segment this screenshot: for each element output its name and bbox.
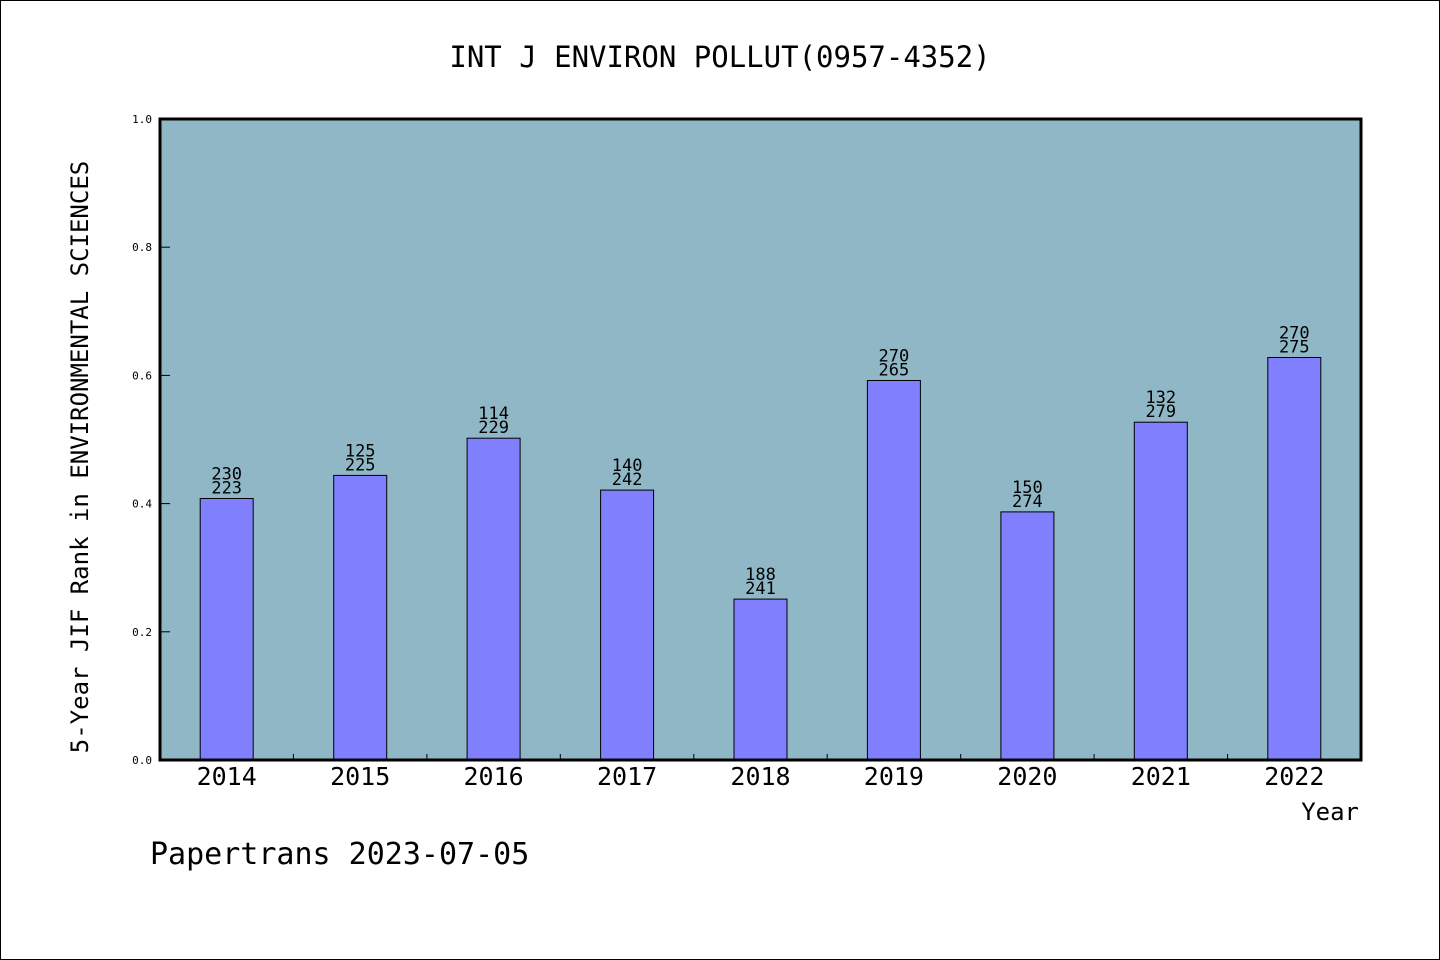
bar-label-top-2017: 140	[612, 456, 643, 476]
bar-2016	[466, 437, 521, 761]
bars-layer	[199, 357, 1322, 761]
bar-label-top-2022: 270	[1279, 324, 1310, 344]
bar-2017	[600, 489, 655, 761]
bar-label-bottom-2017: 242	[612, 470, 643, 490]
x-tick-label-2014: 2014	[197, 762, 257, 791]
x-tick-label-2015: 2015	[330, 762, 390, 791]
bar-2021	[1133, 421, 1188, 761]
bar-label-top-2014: 230	[211, 465, 242, 485]
y-axis-label: 5-Year JIF Rank in ENVIRONMENTAL SCIENCE…	[66, 161, 94, 753]
x-tick-label-2022: 2022	[1264, 762, 1324, 791]
y-tick-label: 0.4	[132, 498, 152, 511]
x-tick-label-2017: 2017	[597, 762, 657, 791]
plot-border	[158, 117, 1363, 762]
watermark-text: Papertrans 2023-07-05	[150, 837, 529, 872]
y-tick-label: 0.2	[132, 626, 152, 639]
bar-2018	[733, 598, 788, 761]
bar-label-bottom-2018: 241	[745, 579, 776, 599]
chart-title: INT J ENVIRON POLLUT(0957-4352)	[449, 40, 990, 74]
y-tick-label: 0.8	[132, 241, 152, 254]
bar-2019	[866, 380, 921, 761]
bar-label-bottom-2019: 265	[879, 361, 910, 381]
x-tick-label-2018: 2018	[730, 762, 790, 791]
bar-label-top-2016: 114	[478, 404, 509, 424]
bar-2020	[1000, 511, 1055, 761]
x-axis-label: Year	[1301, 798, 1359, 826]
bar-label-bottom-2014: 223	[211, 479, 242, 499]
bar-label-top-2021: 132	[1145, 388, 1176, 408]
bar-label-bottom-2021: 279	[1145, 402, 1176, 422]
x-tick-label-2016: 2016	[463, 762, 523, 791]
bar-label-top-2020: 150	[1012, 478, 1043, 498]
bar-2022	[1267, 357, 1322, 761]
x-axis: 2014 2015 2016 2017 2018 2019 2020 2021 2022	[197, 754, 1324, 791]
bar-label-top-2015: 125	[345, 441, 376, 461]
x-tick-label-2021: 2021	[1131, 762, 1191, 791]
y-tick-label: 0.6	[132, 369, 152, 382]
bar-2014	[199, 498, 254, 761]
y-axis: 0.0 0.2 0.4 0.6 0.8 1.0	[132, 113, 170, 767]
y-tick-label: 1.0	[132, 113, 152, 126]
bar-label-top-2019: 270	[879, 347, 910, 367]
bar-label-bottom-2015: 225	[345, 455, 376, 475]
bar-2015	[333, 474, 388, 761]
bar-labels-layer: 2302231252251142291402421882412702651502…	[211, 324, 1309, 600]
x-tick-label-2020: 2020	[997, 762, 1057, 791]
bar-label-bottom-2020: 274	[1012, 492, 1043, 512]
bar-label-bottom-2022: 275	[1279, 338, 1310, 358]
bar-label-top-2018: 188	[745, 565, 776, 585]
x-tick-label-2019: 2019	[864, 762, 924, 791]
y-tick-label: 0.0	[132, 754, 152, 767]
bar-label-bottom-2016: 229	[478, 418, 509, 438]
